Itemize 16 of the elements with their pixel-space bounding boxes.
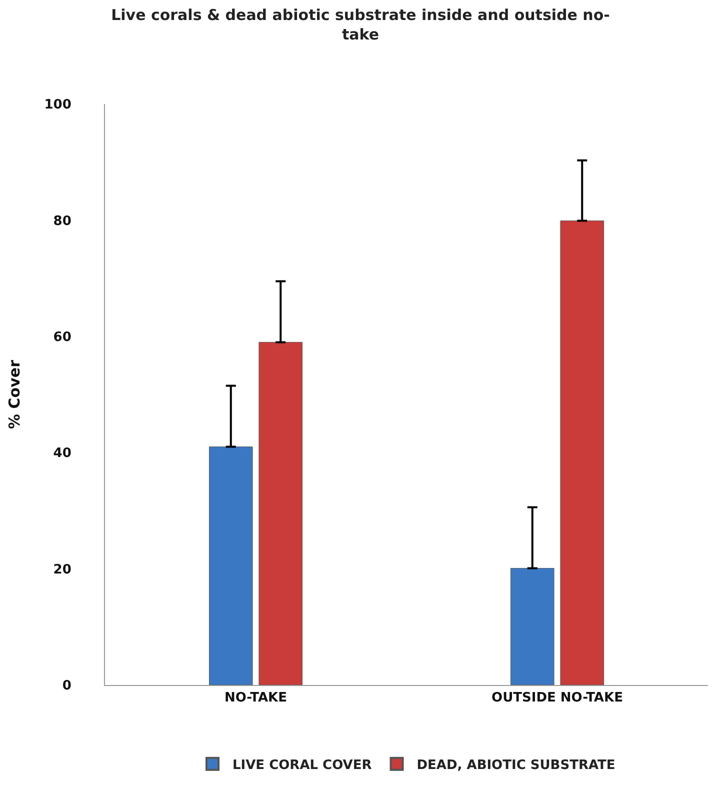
bar: [258, 342, 303, 685]
y-tick-label: 20: [53, 562, 72, 578]
y-tick-label: 80: [53, 214, 72, 229]
x-tick-label: NO-TAKE: [224, 690, 288, 706]
x-tick-label: OUTSIDE NO-TAKE: [492, 690, 623, 706]
bar: [560, 220, 604, 685]
legend-label: LIVE CORAL COVER: [232, 758, 372, 773]
y-tick-label: 0: [62, 678, 72, 694]
y-tick-label: 100: [44, 98, 72, 113]
legend-label: DEAD, ABIOTIC SUBSTRATE: [416, 758, 616, 773]
chart-title: Live corals & dead abiotic substrate inside and outside no-take: [111, 6, 610, 44]
y-tick-label: 60: [53, 330, 72, 345]
bar: [510, 568, 554, 685]
y-axis-title: % Cover: [6, 359, 24, 429]
bar: [208, 446, 253, 685]
y-tick-label: 40: [53, 446, 72, 462]
